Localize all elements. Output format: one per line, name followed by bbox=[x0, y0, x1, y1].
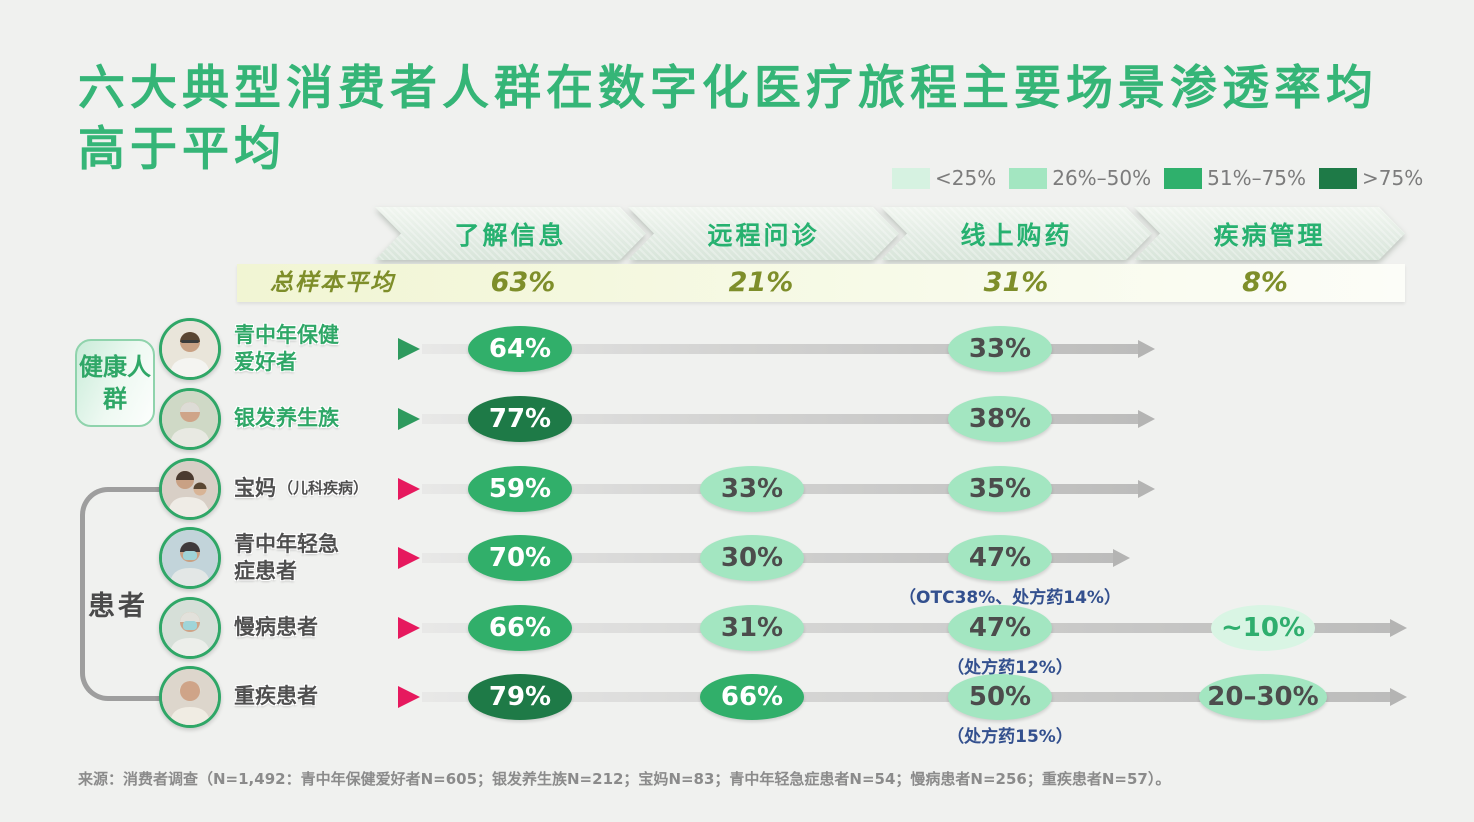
bubble-consult: 33% bbox=[700, 466, 804, 512]
group-box-healthy: 健康人群 bbox=[75, 339, 155, 427]
bubble-purchase: 38% bbox=[948, 396, 1052, 442]
journey-track bbox=[422, 410, 1155, 428]
journey-step-purchase: 线上购药 bbox=[881, 207, 1152, 260]
legend-item: <25% bbox=[892, 166, 996, 190]
page-title: 六大典型消费者人群在数字化医疗旅程主要场景渗透率均高于平均 bbox=[78, 61, 1378, 177]
bubble-consult: 31% bbox=[700, 605, 804, 651]
row-arrow-icon bbox=[398, 686, 420, 708]
bubble-manage: 20–30% bbox=[1199, 674, 1327, 720]
group-label-healthy: 健康人群 bbox=[79, 352, 151, 413]
avatar-mom-and-baby bbox=[159, 458, 221, 520]
average-label: 总样本平均 bbox=[270, 270, 395, 296]
avatar-elderly-patient bbox=[159, 666, 221, 728]
journey-track bbox=[422, 340, 1155, 358]
average-value-purchase: 31% bbox=[983, 267, 1049, 298]
avatar-young-man bbox=[159, 318, 221, 380]
legend-label: 26%–50% bbox=[1052, 166, 1152, 190]
row-label: 慢病患者 bbox=[234, 615, 318, 640]
bubble-purchase: 33% bbox=[948, 326, 1052, 372]
bubble-info: 70% bbox=[468, 535, 572, 581]
avatar-elderly-masked bbox=[159, 597, 221, 659]
row-label: 重疾患者 bbox=[234, 684, 318, 709]
row-arrow-icon bbox=[398, 478, 420, 500]
bubble-info: 59% bbox=[468, 466, 572, 512]
average-value-consult: 21% bbox=[728, 267, 794, 298]
bubble-info: 77% bbox=[468, 396, 572, 442]
group-label-patients: 患者 bbox=[88, 591, 148, 622]
source-note: 来源：消费者调查（N=1,492：青中年保健爱好者N=605；银发养生族N=21… bbox=[78, 770, 1171, 788]
legend-item: 26%–50% bbox=[1009, 166, 1151, 190]
average-value-manage: 8% bbox=[1242, 267, 1288, 298]
row-arrow-icon bbox=[398, 338, 420, 360]
journey-step-info: 了解信息 bbox=[375, 207, 646, 260]
journey-step-label: 线上购药 bbox=[881, 207, 1152, 260]
purchase-subnote: （处方药12%） bbox=[947, 658, 1073, 678]
bubble-purchase: 47% bbox=[948, 605, 1052, 651]
bubble-info: 64% bbox=[468, 326, 572, 372]
bubble-consult: 30% bbox=[700, 535, 804, 581]
journey-track bbox=[422, 688, 1407, 706]
bubble-purchase: 50% bbox=[948, 674, 1052, 720]
legend-item: 51%–75% bbox=[1164, 166, 1306, 190]
legend-swatch-26-50-icon bbox=[1009, 167, 1048, 189]
legend-label: >75% bbox=[1362, 166, 1424, 190]
bubble-manage: ~10% bbox=[1211, 605, 1315, 651]
legend: <25% 26%–50% 51%–75% >75% bbox=[892, 166, 1423, 190]
legend-label: <25% bbox=[935, 166, 997, 190]
bubble-consult: 66% bbox=[700, 674, 804, 720]
row-label: 青中年保健爱好者 bbox=[234, 322, 339, 374]
average-band: 总样本平均 bbox=[237, 264, 1405, 302]
journey-track bbox=[422, 619, 1407, 637]
row-label-note: （儿科疾病） bbox=[278, 479, 369, 498]
legend-label: 51%–75% bbox=[1207, 166, 1307, 190]
avatar-elderly-man bbox=[159, 388, 221, 450]
row-label: 青中年轻急症患者 bbox=[234, 531, 339, 583]
journey-step-label: 了解信息 bbox=[375, 207, 646, 260]
row-arrow-icon bbox=[398, 617, 420, 639]
legend-swatch-gt75-icon bbox=[1319, 167, 1358, 189]
row-arrow-icon bbox=[398, 547, 420, 569]
bubble-info: 79% bbox=[468, 674, 572, 720]
legend-swatch-51-75-icon bbox=[1164, 167, 1203, 189]
purchase-subnote: （OTC38%、处方药14%） bbox=[899, 588, 1121, 608]
journey-step-manage: 疾病管理 bbox=[1134, 207, 1405, 260]
journey-step-label: 远程问诊 bbox=[628, 207, 899, 260]
average-value-info: 63% bbox=[490, 267, 556, 298]
journey-step-label: 疾病管理 bbox=[1134, 207, 1405, 260]
row-label: 宝妈 （儿科疾病） bbox=[234, 476, 369, 501]
legend-swatch-lt25-icon bbox=[892, 167, 930, 189]
row-arrow-icon bbox=[398, 408, 420, 430]
row-label: 银发养生族 bbox=[234, 406, 339, 431]
journey-step-consult: 远程问诊 bbox=[628, 207, 899, 260]
legend-item: >75% bbox=[1319, 166, 1423, 190]
purchase-subnote: （处方药15%） bbox=[947, 727, 1073, 747]
avatar-masked-woman bbox=[159, 527, 221, 589]
group-bracket-patients bbox=[80, 487, 176, 701]
bubble-purchase: 35% bbox=[948, 466, 1052, 512]
bubble-purchase: 47% bbox=[948, 535, 1052, 581]
bubble-info: 66% bbox=[468, 605, 572, 651]
